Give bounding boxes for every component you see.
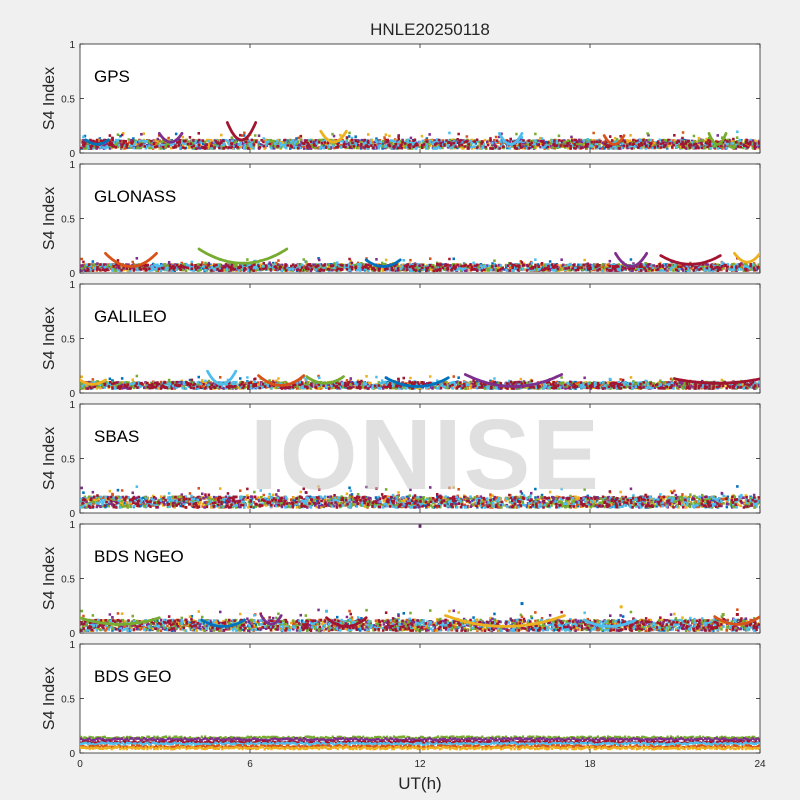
x-tick-label: 24	[754, 759, 766, 770]
data-scatter	[82, 256, 760, 273]
y-axis-label: S4 Index	[41, 187, 58, 250]
y-tick-label: 0.5	[61, 695, 75, 706]
panel-label: BDS GEO	[94, 667, 171, 686]
x-tick-label: 12	[414, 759, 426, 770]
panel-label: BDS NGEO	[94, 547, 184, 566]
y-tick-label: 0	[69, 629, 75, 640]
data-arc	[707, 132, 728, 146]
data-arc	[80, 378, 107, 386]
y-tick-label: 1	[69, 520, 75, 531]
data-arc	[80, 616, 161, 626]
data-layer	[80, 524, 760, 633]
y-tick-label: 1	[69, 280, 75, 291]
data-arc	[197, 247, 289, 265]
data-arc	[582, 618, 637, 628]
data-layer	[80, 247, 760, 273]
y-tick-label: 0.5	[61, 455, 75, 466]
y-tick-label: 0	[69, 389, 75, 400]
data-arc	[84, 138, 110, 146]
data-arc	[325, 616, 368, 628]
data-arc	[206, 369, 238, 386]
x-tick-label: 0	[77, 759, 83, 770]
data-band	[80, 745, 760, 751]
y-tick-label: 1	[69, 40, 75, 51]
x-tick-label: 18	[584, 759, 596, 770]
data-layer	[80, 485, 760, 509]
panel-label: GPS	[94, 67, 130, 86]
data-point	[619, 605, 623, 609]
plot-area	[79, 283, 761, 394]
y-tick-label: 0	[69, 149, 75, 160]
data-arc	[444, 614, 566, 628]
data-arc	[713, 615, 760, 626]
plot-area	[79, 643, 761, 754]
data-arc	[463, 373, 564, 388]
data-arc	[104, 252, 158, 268]
data-arc	[384, 376, 450, 388]
data-arc	[305, 375, 345, 385]
y-axis-label: S4 Index	[41, 667, 58, 730]
data-arc	[225, 121, 258, 142]
panel-bds-ngeo: 0 0.5 1 S4 Index BDS NGEO	[41, 520, 761, 640]
y-tick-label: 1	[69, 160, 75, 171]
data-arc	[364, 258, 402, 268]
data-arc	[259, 614, 283, 626]
y-tick-label: 0	[69, 509, 75, 520]
y-tick-label: 1	[69, 640, 75, 651]
plot-area	[79, 523, 761, 634]
data-point	[325, 609, 328, 613]
y-axis-label: S4 Index	[41, 67, 58, 130]
x-axis-label: UT(h)	[398, 774, 441, 793]
plot-area	[79, 163, 761, 274]
data-arc	[733, 252, 760, 264]
data-arc	[602, 134, 626, 146]
y-tick-label: 0.5	[61, 95, 75, 106]
y-tick-label: 0.5	[61, 575, 75, 586]
y-tick-label: 1	[69, 400, 75, 411]
panel-glonass: 0 0.5 1 S4 Index GLONASS	[41, 160, 761, 280]
y-tick-label: 0	[69, 749, 75, 760]
y-tick-label: 0.5	[61, 335, 75, 346]
data-arc	[673, 377, 760, 385]
data-arc	[200, 618, 246, 628]
data-point	[735, 612, 739, 616]
y-axis-label: S4 Index	[41, 307, 58, 370]
y-tick-label: 0	[69, 269, 75, 280]
data-arc	[614, 252, 649, 268]
data-arc	[497, 132, 524, 146]
data-point	[520, 602, 524, 606]
y-axis-label: S4 Index	[41, 427, 58, 490]
data-band	[80, 735, 760, 741]
y-tick-label: 0.5	[61, 215, 75, 226]
data-arc	[157, 132, 184, 144]
panel-gps: 0 0.5 1 S4 Index GPS	[41, 40, 761, 160]
panel-label: SBAS	[94, 427, 139, 446]
data-scatter	[81, 487, 760, 509]
panel-bds-geo: 0 0.5 1 S4 Index BDS GEO	[41, 640, 761, 760]
data-layer	[80, 735, 760, 751]
data-arc	[257, 374, 306, 387]
panel-galileo: 0 0.5 1 S4 Index GALILEO	[41, 280, 761, 400]
data-point	[721, 612, 725, 616]
data-band	[80, 737, 760, 742]
data-arc	[659, 254, 722, 266]
panel-sbas: 0 0.5 1 S4 Index SBAS	[41, 400, 761, 520]
data-arc	[319, 129, 348, 144]
y-axis-label: S4 Index	[41, 547, 58, 610]
data-scatter	[85, 376, 757, 390]
panel-label: GLONASS	[94, 187, 176, 206]
data-layer	[80, 121, 760, 150]
chart-title: HNLE20250118	[370, 20, 490, 39]
x-tick-label: 6	[247, 759, 253, 770]
data-layer	[80, 369, 760, 390]
panel-label: GALILEO	[94, 307, 167, 326]
